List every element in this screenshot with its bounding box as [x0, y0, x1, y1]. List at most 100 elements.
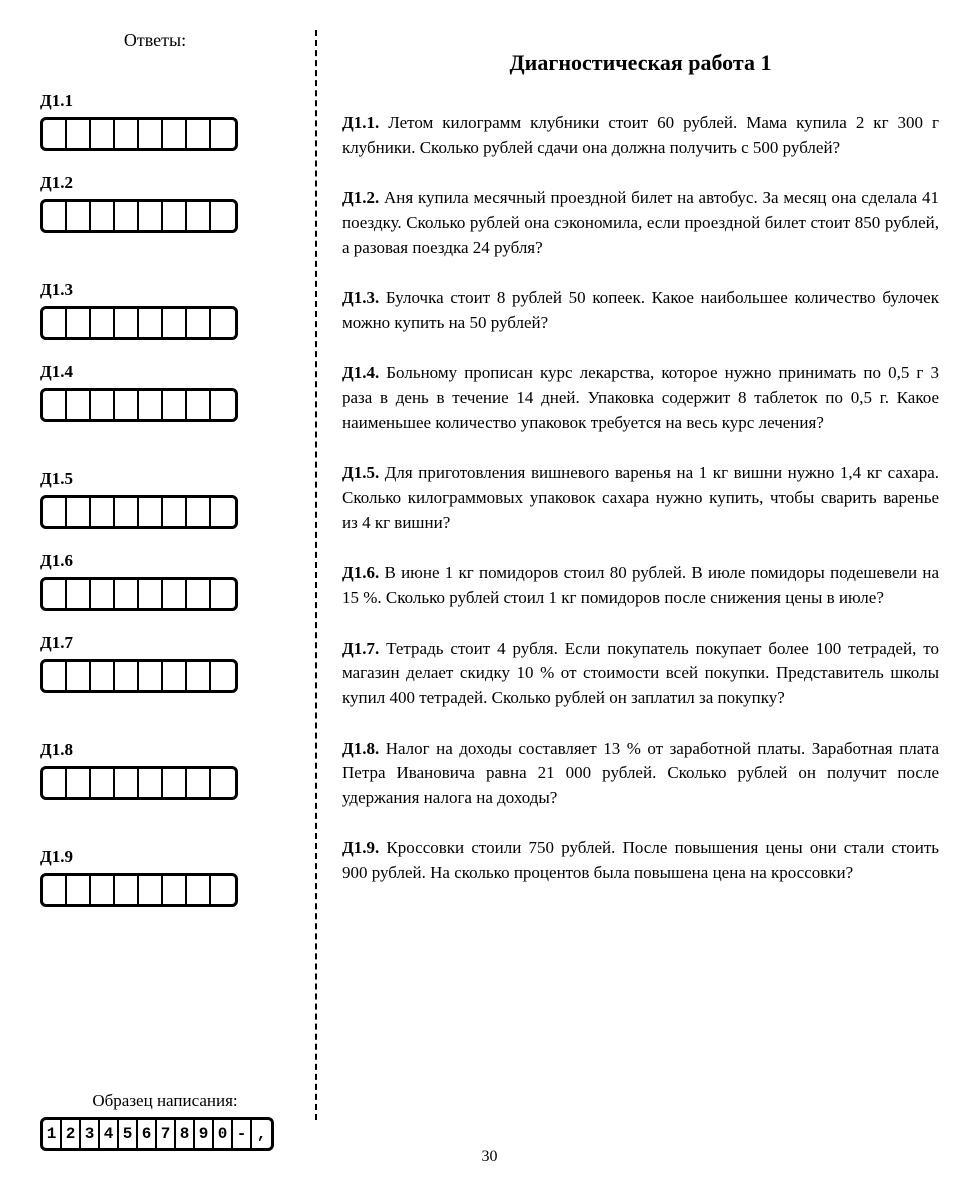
answer-cell[interactable] — [43, 876, 67, 904]
answer-cell[interactable] — [139, 120, 163, 148]
answer-cell[interactable] — [139, 202, 163, 230]
column-divider — [315, 30, 317, 1120]
answer-cell[interactable] — [163, 662, 187, 690]
answer-cell[interactable] — [43, 120, 67, 148]
answer-cell[interactable] — [67, 498, 91, 526]
answer-cell[interactable] — [163, 769, 187, 797]
answer-cell[interactable] — [187, 120, 211, 148]
answer-boxes[interactable] — [40, 577, 238, 611]
answer-boxes[interactable] — [40, 873, 238, 907]
answer-boxes[interactable] — [40, 659, 238, 693]
answer-cell[interactable] — [187, 769, 211, 797]
answer-cell[interactable] — [163, 202, 187, 230]
answer-label: Д1.4 — [40, 362, 290, 382]
answer-cell[interactable] — [163, 876, 187, 904]
answer-block: Д1.6 — [40, 551, 290, 611]
answer-cell[interactable] — [211, 876, 235, 904]
answer-boxes[interactable] — [40, 388, 238, 422]
answer-cell[interactable] — [91, 120, 115, 148]
problem-text: Аня купила месячный проездной билет на а… — [342, 188, 939, 256]
sample-section: Образец написания: 1234567890-, — [40, 1091, 290, 1151]
answer-cell[interactable] — [67, 202, 91, 230]
answer-cell[interactable] — [211, 202, 235, 230]
answer-cell[interactable] — [163, 309, 187, 337]
answer-cell[interactable] — [43, 202, 67, 230]
answer-cell[interactable] — [91, 580, 115, 608]
answer-cell[interactable] — [91, 769, 115, 797]
answer-cell[interactable] — [187, 391, 211, 419]
answer-block: Д1.4 — [40, 362, 290, 422]
answer-label: Д1.5 — [40, 469, 290, 489]
answer-cell[interactable] — [91, 876, 115, 904]
answer-cell[interactable] — [115, 580, 139, 608]
answer-cell[interactable] — [187, 498, 211, 526]
answer-boxes[interactable] — [40, 199, 238, 233]
answer-cell[interactable] — [43, 769, 67, 797]
answer-cell[interactable] — [187, 876, 211, 904]
answer-boxes[interactable] — [40, 306, 238, 340]
answer-cell[interactable] — [187, 309, 211, 337]
sample-cell: 5 — [119, 1120, 138, 1148]
answer-cell[interactable] — [91, 202, 115, 230]
answer-label: Д1.9 — [40, 847, 290, 867]
answer-cell[interactable] — [67, 120, 91, 148]
answer-cell[interactable] — [115, 391, 139, 419]
answer-cell[interactable] — [187, 580, 211, 608]
answer-cell[interactable] — [163, 391, 187, 419]
answer-cell[interactable] — [91, 662, 115, 690]
answer-cell[interactable] — [211, 309, 235, 337]
answer-boxes[interactable] — [40, 766, 238, 800]
answer-cell[interactable] — [139, 769, 163, 797]
answer-block: Д1.9 — [40, 847, 290, 907]
answer-cell[interactable] — [115, 120, 139, 148]
answer-cell[interactable] — [67, 769, 91, 797]
answer-cell[interactable] — [115, 876, 139, 904]
answer-cell[interactable] — [43, 309, 67, 337]
answer-cell[interactable] — [187, 662, 211, 690]
answer-cell[interactable] — [67, 876, 91, 904]
problems-column: Диагностическая работа 1 Д1.1. Летом кил… — [322, 30, 939, 1161]
answer-cell[interactable] — [211, 498, 235, 526]
answer-cell[interactable] — [67, 580, 91, 608]
answer-cell[interactable] — [211, 391, 235, 419]
answer-cell[interactable] — [163, 120, 187, 148]
problem-label: Д1.8. — [342, 739, 386, 758]
answer-boxes[interactable] — [40, 117, 238, 151]
answer-boxes[interactable] — [40, 495, 238, 529]
answer-cell[interactable] — [91, 391, 115, 419]
answer-cell[interactable] — [163, 580, 187, 608]
sample-cell: 0 — [214, 1120, 233, 1148]
answer-cell[interactable] — [211, 120, 235, 148]
answer-cell[interactable] — [91, 309, 115, 337]
answer-cell[interactable] — [67, 662, 91, 690]
answer-cell[interactable] — [115, 498, 139, 526]
answer-cell[interactable] — [91, 498, 115, 526]
answer-cell[interactable] — [139, 391, 163, 419]
answer-cell[interactable] — [115, 769, 139, 797]
answer-cell[interactable] — [43, 498, 67, 526]
answer-block: Д1.8 — [40, 740, 290, 800]
problem-text: Тетрадь стоит 4 рубля. Если покупатель п… — [342, 639, 939, 707]
answer-cell[interactable] — [115, 662, 139, 690]
problem-label: Д1.7. — [342, 639, 386, 658]
answer-cell[interactable] — [139, 876, 163, 904]
sample-cell: 3 — [81, 1120, 100, 1148]
problem-text: Налог на доходы составляет 13 % от зараб… — [342, 739, 939, 807]
answer-cell[interactable] — [67, 391, 91, 419]
answer-block: Д1.2 — [40, 173, 290, 233]
answer-cell[interactable] — [139, 580, 163, 608]
answer-cell[interactable] — [139, 309, 163, 337]
answer-cell[interactable] — [211, 580, 235, 608]
answer-cell[interactable] — [43, 580, 67, 608]
answer-cell[interactable] — [115, 309, 139, 337]
answer-cell[interactable] — [187, 202, 211, 230]
answer-cell[interactable] — [139, 498, 163, 526]
answer-cell[interactable] — [163, 498, 187, 526]
answer-cell[interactable] — [67, 309, 91, 337]
answer-cell[interactable] — [139, 662, 163, 690]
answer-cell[interactable] — [211, 662, 235, 690]
answer-cell[interactable] — [115, 202, 139, 230]
answer-cell[interactable] — [43, 662, 67, 690]
answer-cell[interactable] — [211, 769, 235, 797]
answer-cell[interactable] — [43, 391, 67, 419]
